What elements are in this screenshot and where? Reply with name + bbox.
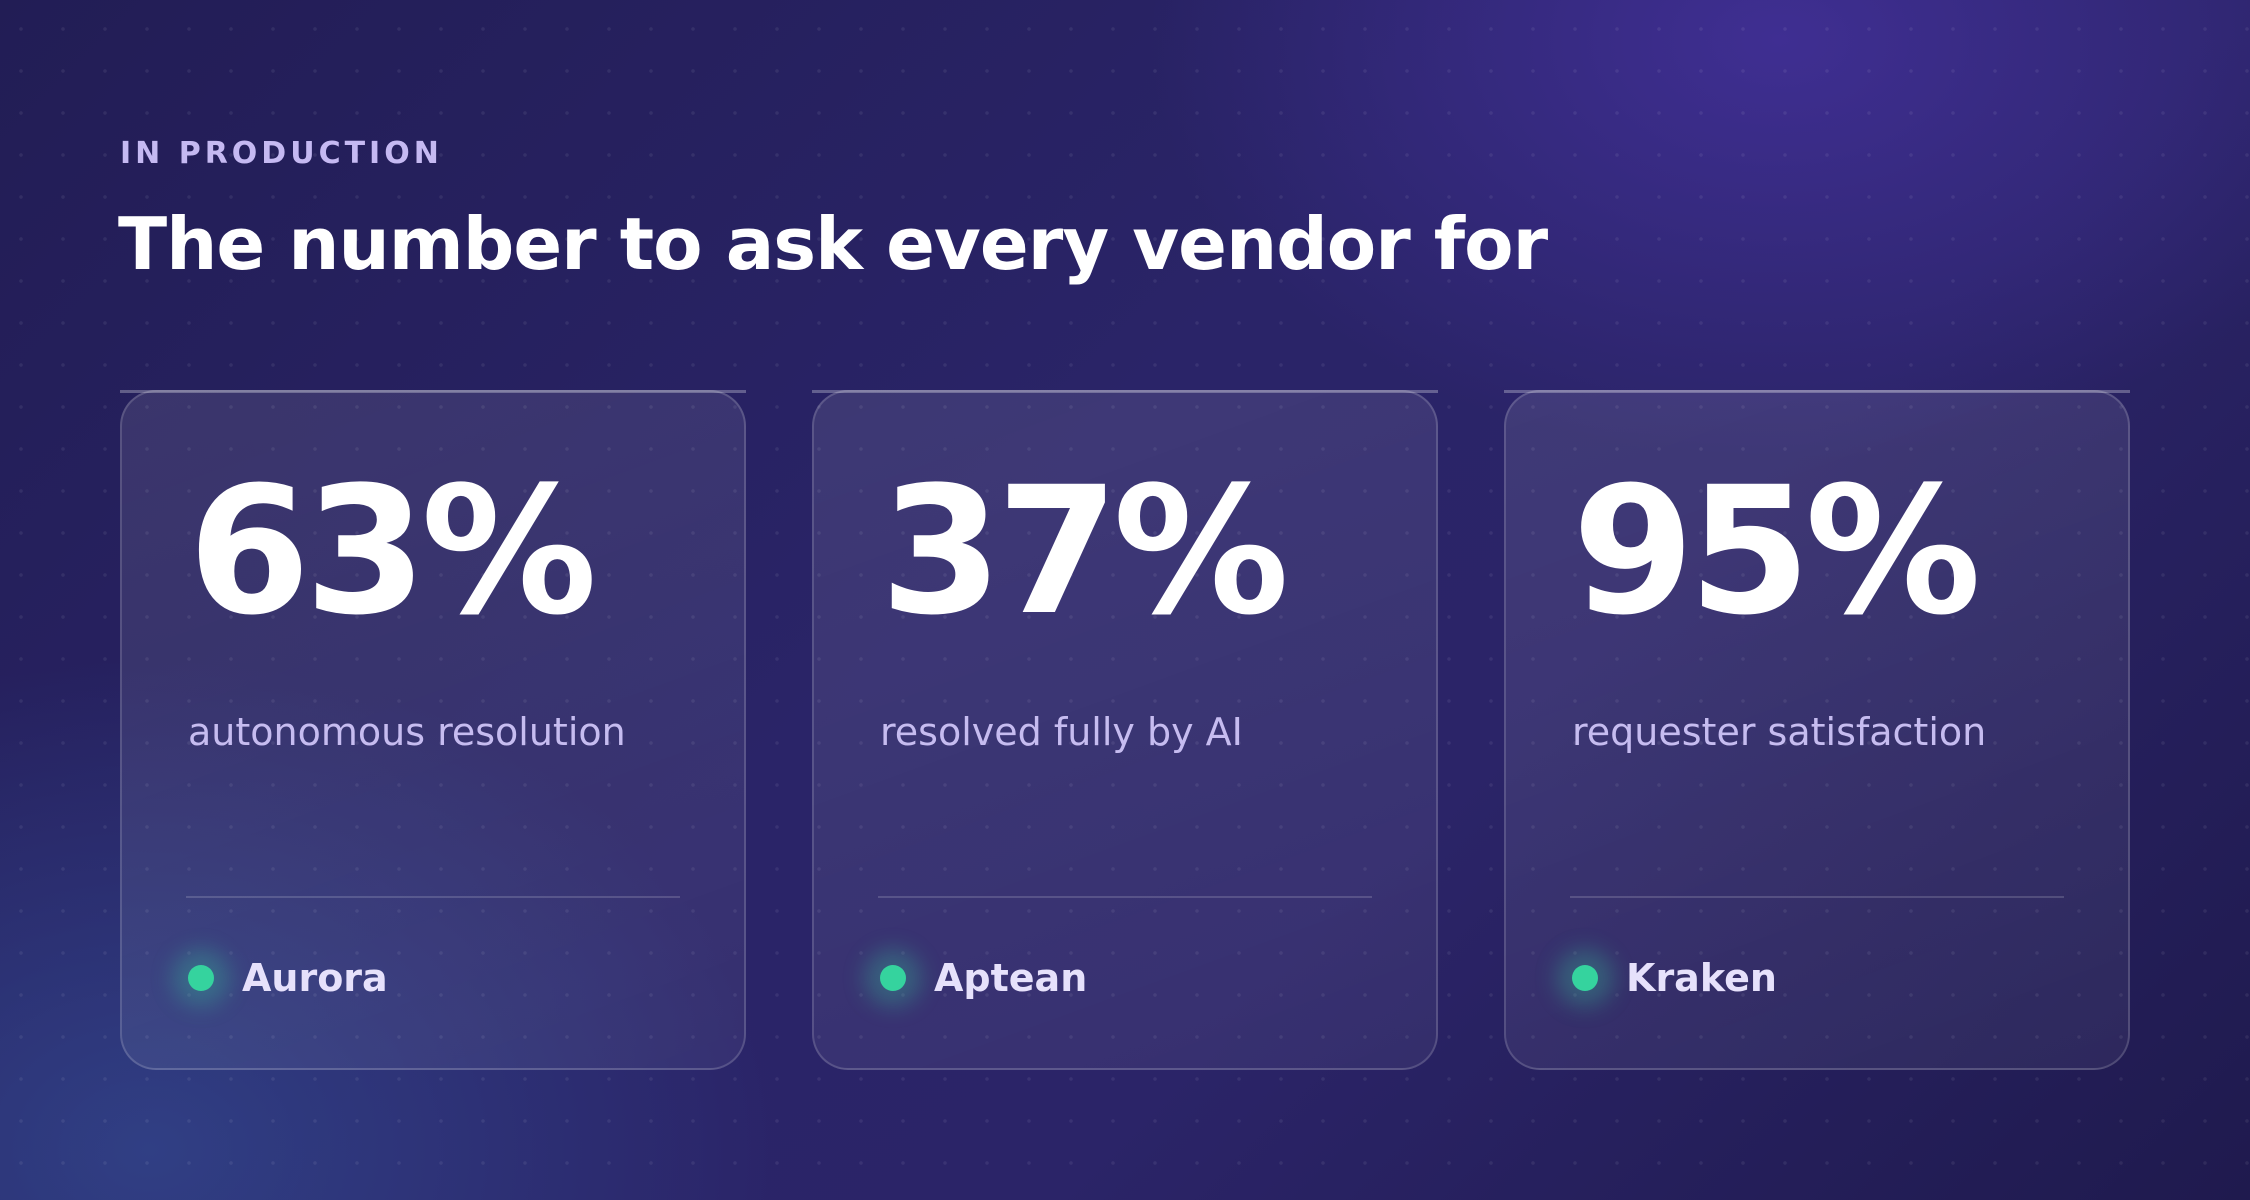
vendor-row: Aptean	[880, 948, 1087, 1008]
stat-card-aptean: 37% resolved fully by AI Aptean	[812, 390, 1438, 1070]
stat-caption: resolved fully by AI	[880, 710, 1243, 754]
vendor-row: Aurora	[188, 948, 388, 1008]
vendor-name: Aptean	[934, 956, 1088, 1000]
stat-card-kraken: 95% requester satisfaction Kraken	[1504, 390, 2130, 1070]
card-divider	[1570, 896, 2064, 898]
stat-caption: requester satisfaction	[1572, 710, 1987, 754]
stat-value: 37%	[880, 449, 1289, 654]
stat-card-aurora: 63% autonomous resolution Aurora	[120, 390, 746, 1070]
card-divider	[186, 896, 680, 898]
section-eyebrow: IN PRODUCTION	[120, 136, 443, 171]
vendor-name: Aurora	[242, 956, 388, 1000]
vendor-row: Kraken	[1572, 948, 1777, 1008]
stat-value: 95%	[1572, 449, 1981, 654]
page-title: The number to ask every vendor for	[118, 202, 1548, 286]
status-dot-icon	[1572, 965, 1598, 991]
vendor-name: Kraken	[1626, 956, 1777, 1000]
stat-value: 63%	[188, 449, 597, 654]
stat-caption: autonomous resolution	[188, 710, 626, 754]
card-divider	[878, 896, 1372, 898]
status-dot-icon	[188, 965, 214, 991]
status-dot-icon	[880, 965, 906, 991]
